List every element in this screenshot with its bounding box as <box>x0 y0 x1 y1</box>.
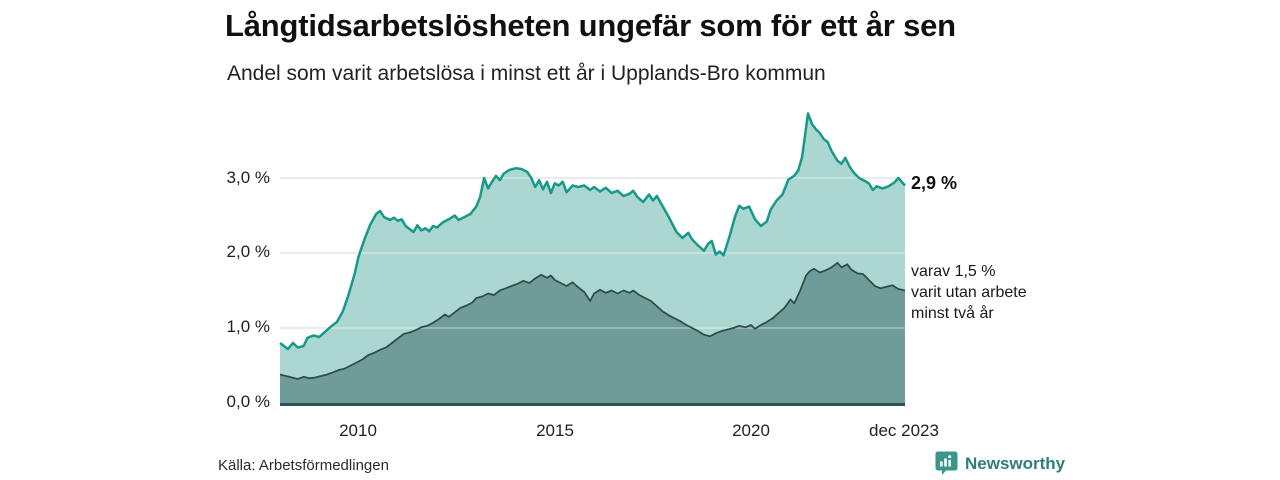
end-value-label: 2,9 % <box>911 173 958 193</box>
chart-subtitle: Andel som varit arbetslösa i minst ett å… <box>227 62 826 85</box>
x-axis-label: 2010 <box>339 421 377 440</box>
source-note: Källa: Arbetsförmedlingen <box>218 457 389 474</box>
y-axis-label: 0,0 % <box>226 392 270 411</box>
series-annotation-line: varit utan arbete <box>911 284 1027 301</box>
y-axis-label: 2,0 % <box>226 242 270 261</box>
y-axis-label: 3,0 % <box>226 168 270 187</box>
chart-title: Långtidsarbetslösheten ungefär som för e… <box>225 8 956 43</box>
x-axis-label: 2020 <box>732 421 770 440</box>
y-axis-label: 1,0 % <box>226 317 270 336</box>
series-annotation-line: minst två år <box>911 305 994 322</box>
x-axis-label: dec 2023 <box>869 421 939 440</box>
newsworthy-logo: Newsworthy <box>935 451 1065 476</box>
series-annotation-line: varav 1,5 % <box>911 263 996 280</box>
newsworthy-wordmark: Newsworthy <box>965 453 1066 473</box>
x-axis-label: 2015 <box>536 421 574 440</box>
newsworthy-icon <box>935 451 958 475</box>
series-annotation: varav 1,5 % varit utan arbete minst två … <box>911 261 1027 324</box>
